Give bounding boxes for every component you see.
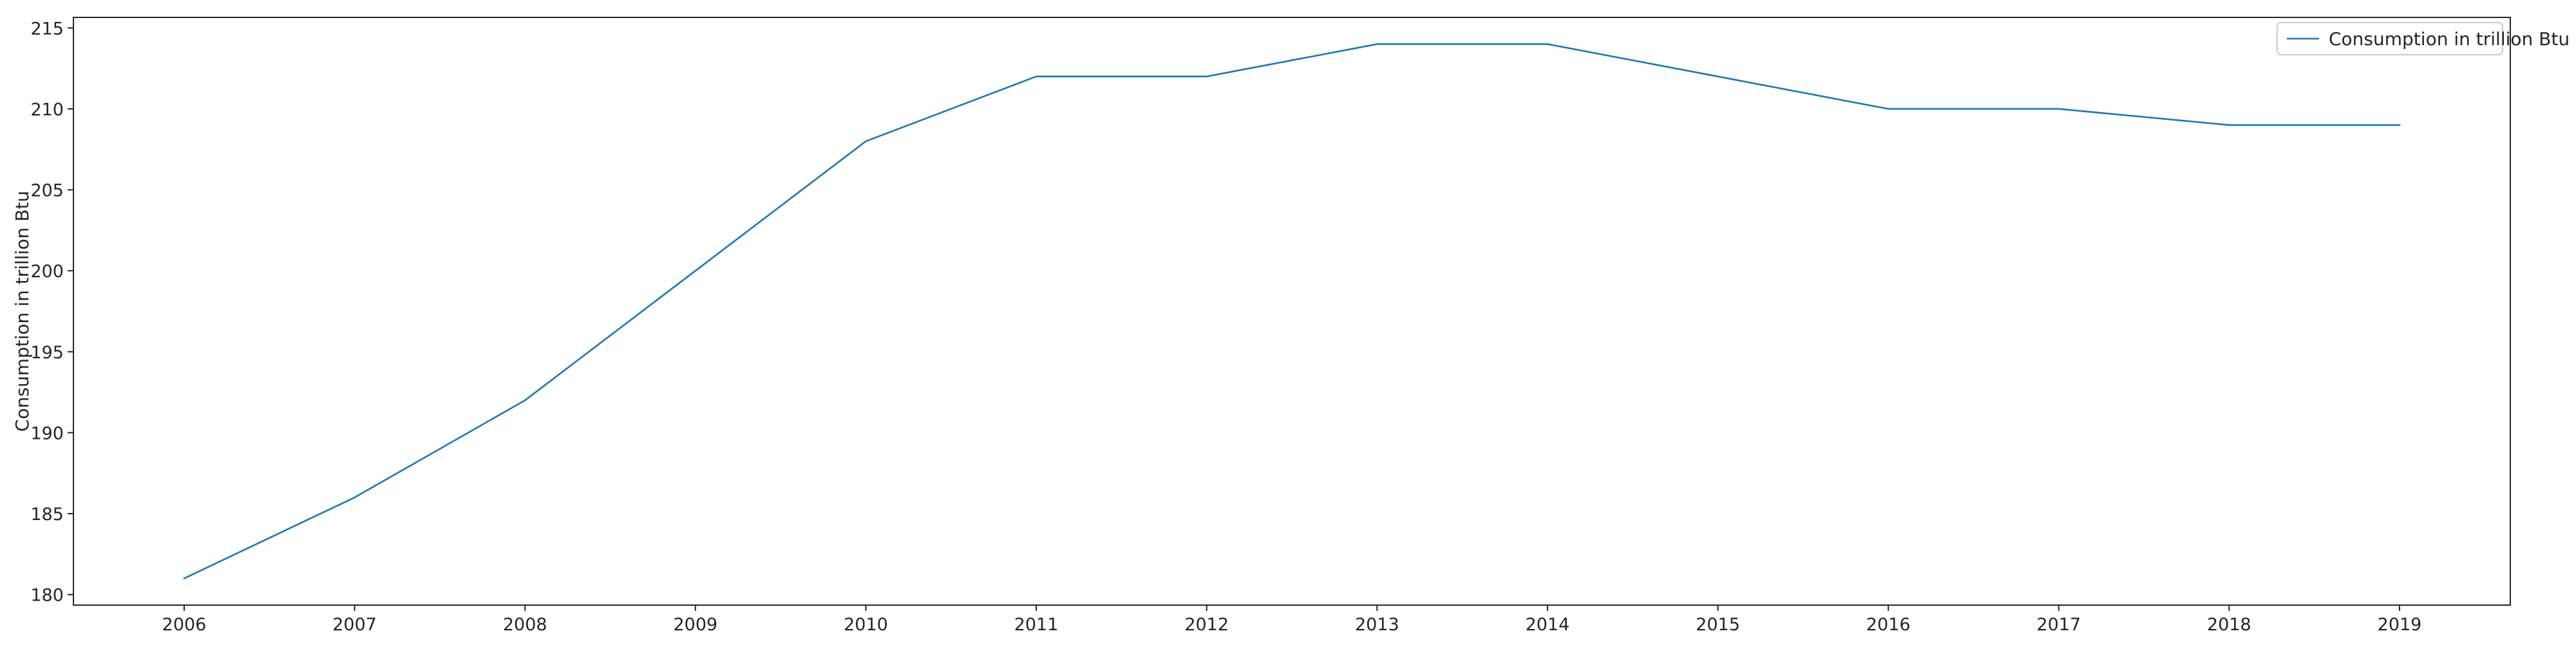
x-tick-label-2014: 2014: [1526, 615, 1570, 635]
x-tick-label-2006: 2006: [162, 615, 207, 635]
x-axis-ticks: 2006 2007 2008 2009 2010 2011 2012 2013 2014 2015…: [162, 605, 2422, 635]
y-tick-label-195: 195: [30, 343, 64, 363]
y-tick-label-185: 185: [30, 505, 64, 525]
x-tick-label-2008: 2008: [503, 615, 547, 635]
x-tick-label-2013: 2013: [1355, 615, 1399, 635]
legend: Consumption in trillion Btu: [2277, 22, 2570, 55]
y-axis-label: Consumption in trillion Btu: [12, 191, 33, 432]
x-tick-label-2016: 2016: [1866, 615, 1911, 635]
y-tick-label-180: 180: [30, 586, 64, 606]
x-tick-label-2019: 2019: [2378, 615, 2422, 635]
series-layer: [183, 43, 2401, 580]
y-axis-ticks: 180 185 190 195 200 205 210 215: [30, 19, 73, 606]
legend-entry-consumption: Consumption in trillion Btu: [2329, 28, 2570, 50]
x-tick-label-2010: 2010: [844, 615, 888, 635]
y-tick-label-190: 190: [30, 423, 64, 443]
x-tick-label-2012: 2012: [1184, 615, 1229, 635]
plot-frame: [73, 17, 2511, 606]
legend-box: [2277, 22, 2503, 55]
x-tick-label-2018: 2018: [2207, 615, 2251, 635]
x-tick-label-2007: 2007: [332, 615, 377, 635]
x-tick-label-2011: 2011: [1014, 615, 1059, 635]
x-tick-label-2009: 2009: [673, 615, 717, 635]
x-tick-label-2017: 2017: [2036, 615, 2081, 635]
y-tick-label-200: 200: [30, 262, 64, 282]
y-tick-label-215: 215: [30, 19, 64, 39]
y-tick-label-210: 210: [30, 100, 64, 120]
series-line-0: [183, 43, 2401, 580]
x-tick-label-2015: 2015: [1696, 615, 1740, 635]
y-tick-label-205: 205: [30, 181, 64, 201]
